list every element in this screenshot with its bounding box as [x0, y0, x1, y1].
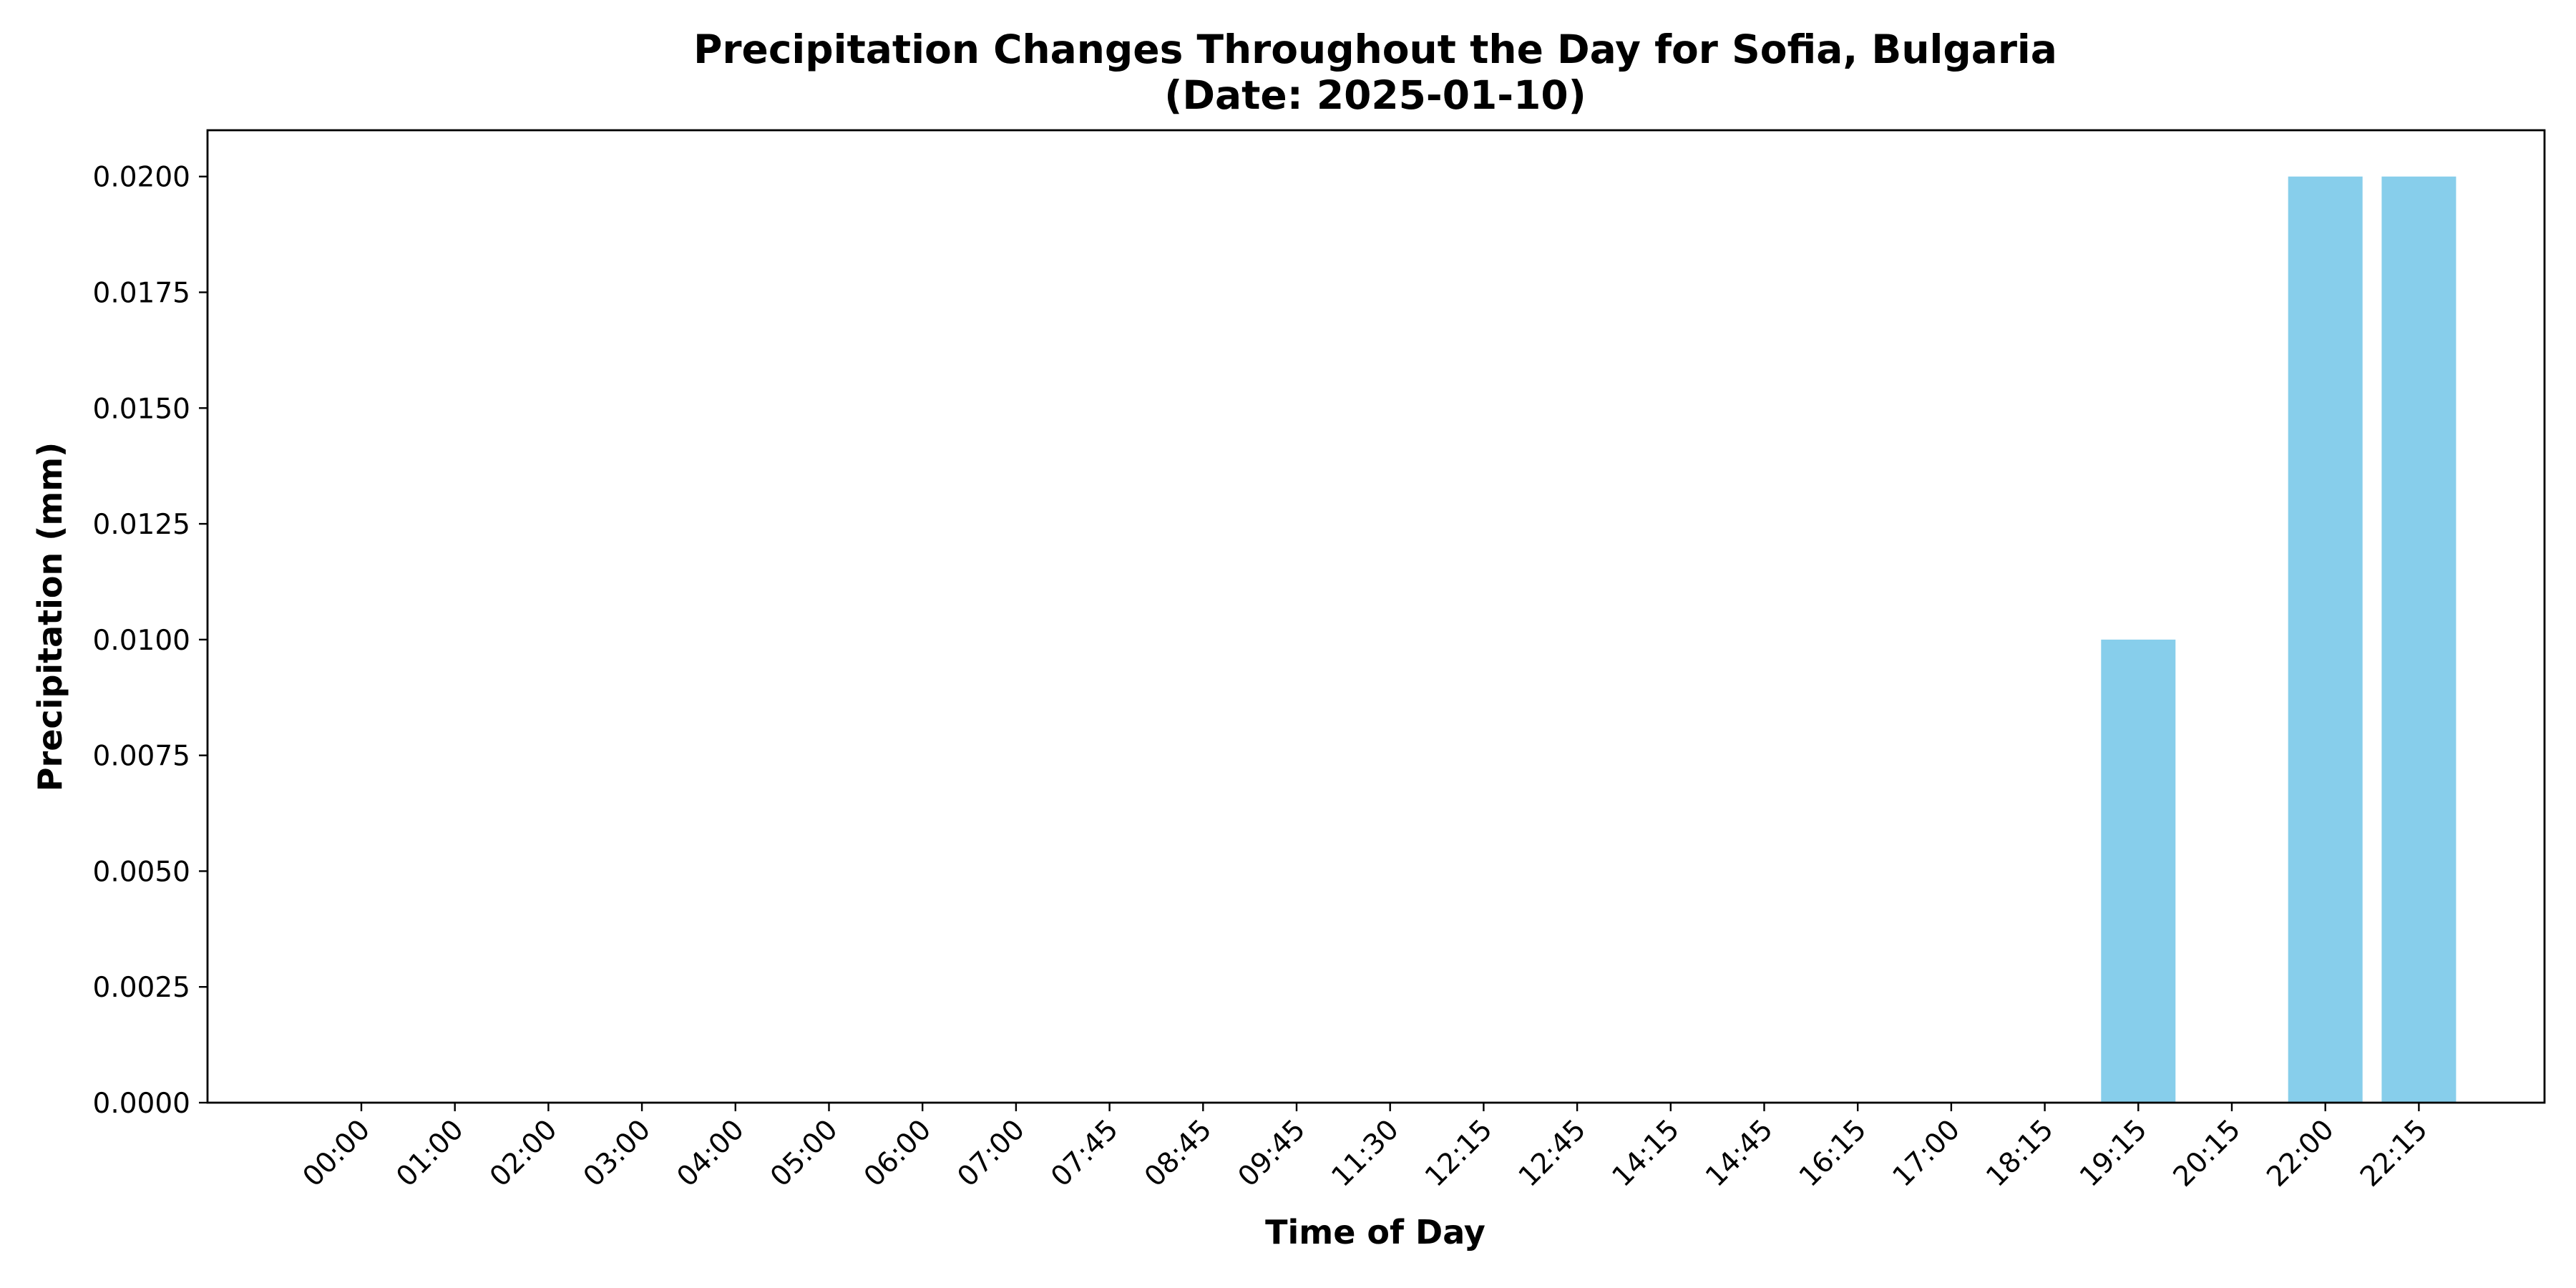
x-tick-label: 22:15 — [2354, 1113, 2434, 1193]
x-tick-label: 00:00 — [297, 1113, 376, 1193]
y-tick-label: 0.0200 — [93, 162, 190, 194]
bar-22:00 — [2288, 176, 2363, 1103]
x-tick-label: 20:15 — [2167, 1113, 2247, 1193]
x-tick-label: 19:15 — [2074, 1113, 2153, 1193]
x-tick-label: 01:00 — [390, 1113, 469, 1193]
x-tick-label: 02:00 — [484, 1113, 563, 1193]
x-tick-label: 07:45 — [1045, 1113, 1124, 1193]
x-tick-label: 07:00 — [952, 1113, 1031, 1193]
x-tick-label: 22:00 — [2260, 1113, 2340, 1193]
x-tick-label: 11:30 — [1325, 1113, 1405, 1193]
x-tick-label: 06:00 — [858, 1113, 937, 1193]
x-tick-label: 14:45 — [1699, 1113, 1779, 1193]
x-tick-label: 03:00 — [577, 1113, 657, 1193]
x-tick-label: 05:00 — [764, 1113, 844, 1193]
y-axis: 0.0000 0.0025 0.0050 0.0075 0.0100 0.0125 0.01… — [93, 162, 208, 1120]
x-tick-label: 18:15 — [1980, 1113, 2059, 1193]
y-tick-label: 0.0175 — [93, 278, 190, 310]
y-tick-label: 0.0050 — [93, 856, 190, 888]
y-tick-label: 0.0100 — [93, 625, 190, 657]
x-tick-label: 08:45 — [1138, 1113, 1218, 1193]
chart-subtitle: (Date: 2025-01-10) — [1164, 72, 1586, 118]
plot-frame — [206, 129, 2546, 1104]
bars-group — [2101, 176, 2457, 1103]
x-tick-label: 14:15 — [1606, 1113, 1686, 1193]
x-tick-label: 12:15 — [1419, 1113, 1498, 1193]
x-tick-label: 17:00 — [1887, 1113, 1966, 1193]
x-axis-label: Time of Day — [1265, 1213, 1485, 1252]
x-tick-label: 09:45 — [1232, 1113, 1312, 1193]
y-tick-label: 0.0025 — [93, 972, 190, 1004]
chart-title: Precipitation Changes Throughout the Day… — [693, 26, 2057, 72]
x-axis: 00:00 01:00 02:00 03:00 04:00 05:00 06:00 07:00… — [297, 1103, 2434, 1194]
x-tick-label: 04:00 — [671, 1113, 751, 1193]
y-tick-label: 0.0150 — [93, 393, 190, 425]
y-tick-label: 0.0075 — [93, 741, 190, 773]
x-tick-label: 16:15 — [1793, 1113, 1873, 1193]
y-axis-label: Precipitation (mm) — [31, 442, 69, 791]
bar-19:15 — [2101, 639, 2176, 1103]
y-tick-label: 0.0125 — [93, 509, 190, 541]
x-tick-label: 12:45 — [1513, 1113, 1592, 1193]
y-tick-label: 0.0000 — [93, 1088, 190, 1120]
bar-22:15 — [2381, 176, 2457, 1103]
